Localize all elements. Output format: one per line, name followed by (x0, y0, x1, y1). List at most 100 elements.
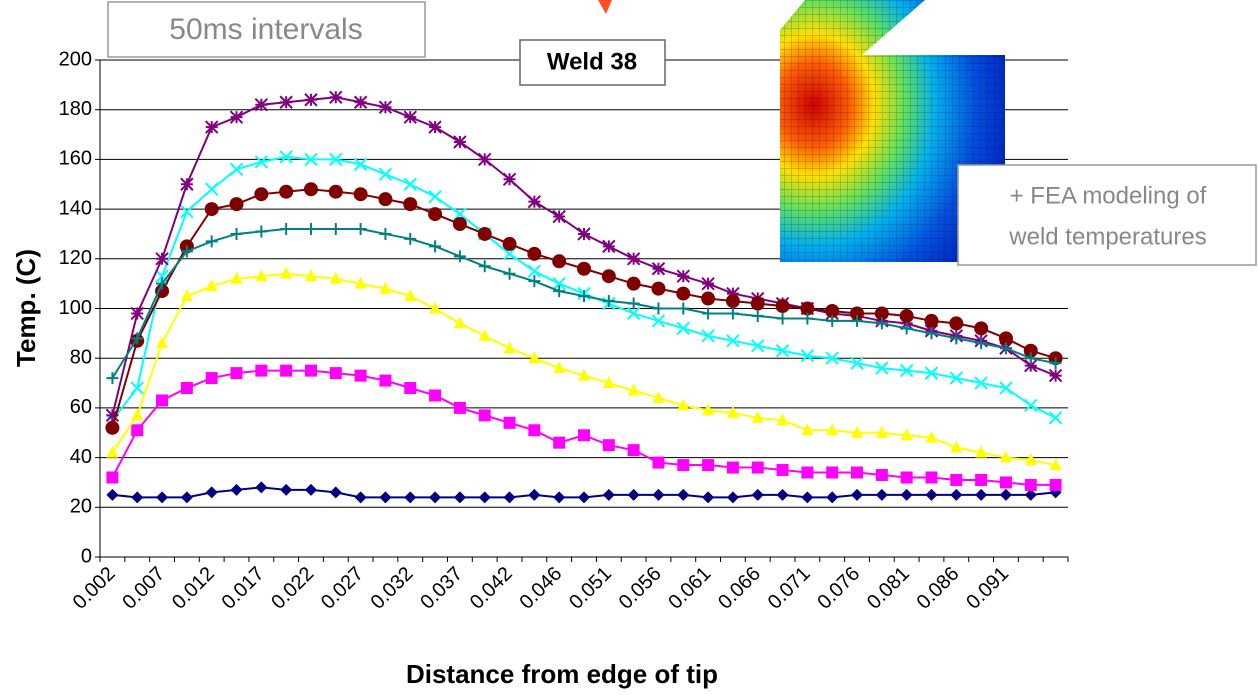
marker (553, 437, 565, 449)
marker (404, 382, 416, 394)
marker (1025, 479, 1037, 491)
marker (901, 471, 913, 483)
marker (131, 408, 143, 420)
marker (801, 491, 813, 503)
x-tick-label: 0.022 (267, 563, 318, 614)
marker (1025, 399, 1037, 411)
marker (553, 211, 565, 223)
marker (628, 489, 640, 501)
marker (428, 207, 442, 221)
marker (379, 375, 391, 387)
chart: 0204060801001201401601802000.0020.0070.0… (0, 0, 1258, 695)
marker (603, 439, 615, 451)
x-tick-label: 0.071 (764, 563, 815, 614)
marker (578, 491, 590, 503)
x-tick-label: 0.032 (367, 563, 418, 614)
marker (280, 267, 292, 279)
marker (330, 223, 342, 235)
marker (627, 277, 641, 291)
marker (975, 489, 987, 501)
marker (280, 484, 292, 496)
marker (777, 464, 789, 476)
marker (280, 96, 292, 108)
marker (231, 367, 243, 379)
marker (355, 96, 367, 108)
y-tick-label: 0 (81, 545, 92, 567)
marker (851, 489, 863, 501)
marker (404, 111, 416, 123)
marker (106, 489, 118, 501)
marker (156, 394, 168, 406)
marker (578, 228, 590, 240)
x-tick-label: 0.066 (714, 563, 765, 614)
marker (479, 153, 491, 165)
marker (528, 196, 540, 208)
marker (553, 491, 565, 503)
y-axis-label: Temp. (C) (11, 249, 41, 367)
marker (156, 336, 168, 348)
arrow (598, 0, 612, 14)
marker (925, 489, 937, 501)
marker (727, 491, 739, 503)
marker (329, 185, 343, 199)
marker (603, 240, 615, 252)
marker (504, 417, 516, 429)
marker (304, 182, 318, 196)
y-tick-label: 120 (59, 247, 92, 269)
marker (181, 178, 193, 190)
x-tick-label: 0.007 (118, 563, 169, 614)
marker (652, 303, 664, 315)
marker (206, 372, 218, 384)
marker (801, 467, 813, 479)
marker (429, 191, 441, 203)
y-tick-label: 180 (59, 98, 92, 120)
x-tick-label: 0.017 (218, 563, 269, 614)
marker (925, 471, 937, 483)
marker (1000, 476, 1012, 488)
marker (280, 223, 292, 235)
marker (727, 462, 739, 474)
marker (206, 121, 218, 133)
x-tick-label: 0.027 (317, 563, 368, 614)
marker (379, 168, 391, 180)
x-tick-label: 0.061 (664, 563, 715, 614)
marker (701, 292, 715, 306)
marker (330, 91, 342, 103)
marker (206, 183, 218, 195)
marker (454, 136, 466, 148)
y-tick-label: 100 (59, 297, 92, 319)
x-tick-label: 0.002 (69, 563, 120, 614)
marker (504, 268, 516, 280)
y-tick-label: 200 (59, 48, 92, 70)
y-tick-label: 80 (70, 346, 92, 368)
x-tick-label: 0.076 (813, 563, 864, 614)
marker (527, 247, 541, 261)
x-tick-label: 0.037 (416, 563, 467, 614)
marker (1050, 412, 1062, 424)
marker (651, 282, 665, 296)
marker (355, 370, 367, 382)
marker (702, 278, 714, 290)
marker (777, 312, 789, 324)
marker (677, 459, 689, 471)
marker (378, 192, 392, 206)
marker (578, 429, 590, 441)
marker (777, 489, 789, 501)
x-tick-label: 0.056 (615, 563, 666, 614)
marker (255, 365, 267, 377)
marker (1050, 370, 1062, 382)
marker (851, 467, 863, 479)
marker (652, 263, 664, 275)
x-tick-label: 0.081 (863, 563, 914, 614)
marker (131, 424, 143, 436)
marker (131, 491, 143, 503)
marker (552, 254, 566, 268)
marker (528, 275, 540, 287)
marker (752, 310, 764, 322)
marker (106, 471, 118, 483)
marker (726, 294, 740, 308)
y-tick-label: 40 (70, 446, 92, 468)
marker (156, 491, 168, 503)
marker (429, 389, 441, 401)
marker (752, 489, 764, 501)
